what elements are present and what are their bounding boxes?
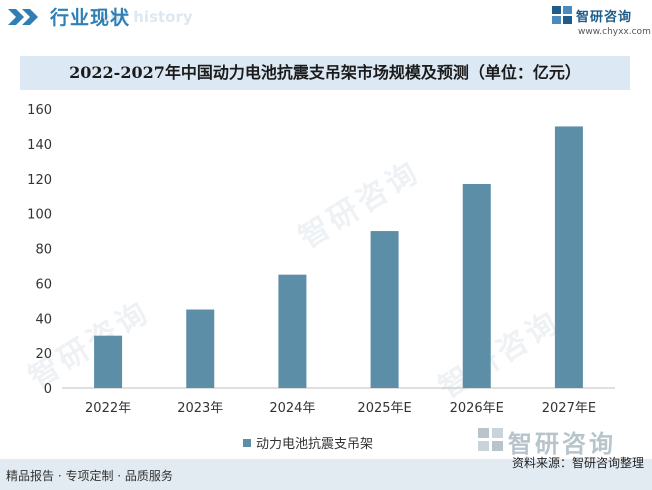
x-tick-label: 2026年E — [450, 401, 504, 416]
bar — [186, 309, 215, 388]
y-tick-label: 40 — [35, 312, 52, 327]
page-header: ent history 行业现状 智研咨询 www.chyxx.com — [0, 0, 652, 37]
x-tick-label: 2025年E — [357, 401, 411, 416]
y-tick-label: 0 — [44, 382, 52, 397]
x-tick-label: 2027年E — [542, 401, 596, 416]
brand-name: 智研咨询 — [576, 10, 633, 25]
y-tick-label: 120 — [27, 173, 52, 188]
x-axis-ticks: 2022年 2023年 2024年 2025年E 2026年E 2027年E — [85, 401, 596, 416]
chart-legend: 动力电池抗震支吊架 — [243, 433, 373, 452]
chart-title: 2022-2027年中国动力电池抗震支吊架市场规模及预测（单位：亿元） — [20, 56, 630, 90]
header-ghost-text: ent history — [100, 8, 193, 26]
y-tick-label: 80 — [35, 243, 52, 258]
bars — [94, 126, 583, 388]
x-tick-label: 2023年 — [177, 401, 223, 416]
bar — [370, 231, 399, 388]
legend-swatch — [243, 439, 251, 447]
y-tick-label: 140 — [27, 138, 52, 153]
footer-bar — [0, 459, 652, 490]
data-source: 资料来源：智研咨询整理 — [511, 456, 644, 470]
y-axis-ticks: 0 20 40 60 80 100 120 140 160 — [27, 103, 52, 397]
brand-logo-icon — [478, 428, 503, 451]
double-chevron-icon — [8, 9, 38, 25]
brand-url: www.chyxx.com — [578, 27, 651, 37]
x-tick-label: 2022年 — [85, 401, 131, 416]
section-title: 行业现状 — [50, 7, 131, 29]
y-tick-label: 60 — [35, 277, 52, 292]
brand-logo-icon — [552, 6, 572, 24]
legend-label: 动力电池抗震支吊架 — [256, 437, 374, 452]
y-tick-label: 160 — [27, 103, 52, 118]
footer-services: 精品报告 · 专项定制 · 品质服务 — [6, 469, 173, 483]
x-tick-label: 2024年 — [269, 401, 315, 416]
brand-name-bottom: 智研咨询 — [508, 430, 616, 458]
bar — [462, 183, 491, 388]
bar — [278, 274, 307, 388]
bar — [554, 126, 583, 388]
y-tick-label: 20 — [35, 347, 52, 362]
y-tick-label: 100 — [27, 208, 52, 223]
bar — [94, 335, 123, 388]
